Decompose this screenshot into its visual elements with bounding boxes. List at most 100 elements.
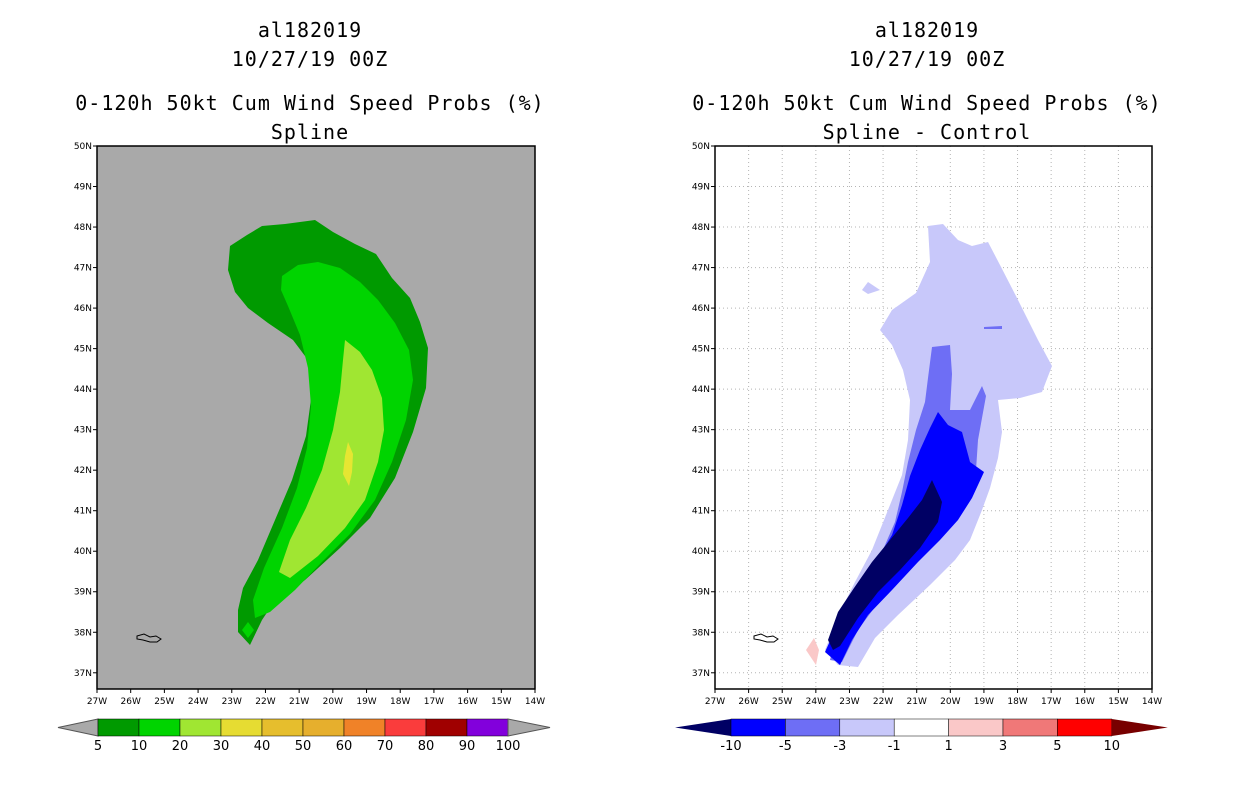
colorbar-swatch	[179, 718, 222, 737]
colorbar-label: 3	[999, 739, 1007, 754]
y-tick-label: 46N	[692, 304, 710, 314]
colorbar-swatch	[1057, 718, 1113, 737]
colorbar-label: 50	[295, 739, 312, 754]
y-tick-label: 37N	[74, 669, 92, 679]
colorbar-swatch	[466, 718, 509, 737]
colorbar-label: -3	[833, 739, 846, 754]
y-tick-label: 43N	[692, 426, 710, 436]
y-tick-label: 50N	[692, 142, 710, 152]
colorbar-swatch	[384, 718, 427, 737]
colorbar-label: 5	[94, 739, 102, 754]
right-map: 37N 38N 39N 40N 41N 42N 43N 44N 45N 46N 47N 48N 49N 5…	[675, 142, 1168, 754]
y-tick-label: 47N	[692, 264, 710, 274]
left-contour-30-40	[343, 442, 353, 486]
y-tick-label: 41N	[692, 507, 710, 517]
colorbar-swatch	[220, 718, 263, 737]
left-island-outline	[136, 633, 162, 643]
x-tick-label: 24W	[188, 697, 208, 707]
colorbar-right-arrow	[507, 718, 551, 737]
x-tick-label: 18W	[1007, 697, 1027, 707]
colorbar-swatch	[1002, 718, 1058, 737]
right-contour-pos1-pos3	[806, 638, 819, 665]
left-map-frame	[96, 145, 536, 690]
colorbar-label: -1	[888, 739, 901, 754]
left-map: 37N 38N 39N 40N 41N 42N 43N 44N 45N 46N 47N 48N 49N 5…	[57, 142, 551, 754]
colorbar-label: 1	[944, 739, 952, 754]
right-colorbar: -10 -5 -3 -1 1 3 5 10	[675, 718, 1168, 754]
colorbar-label: 90	[459, 739, 476, 754]
y-tick-label: 40N	[74, 547, 92, 557]
x-tick-label: 16W	[1075, 697, 1095, 707]
x-tick-label: 21W	[907, 697, 927, 707]
x-tick-label: 22W	[873, 697, 893, 707]
x-tick-label: 14W	[1142, 697, 1162, 707]
colorbar-swatch	[302, 718, 345, 737]
x-tick-label: 25W	[772, 697, 792, 707]
y-tick-label: 42N	[692, 466, 710, 476]
x-tick-label: 15W	[491, 697, 511, 707]
colorbar-label: 60	[336, 739, 353, 754]
x-tick-label: 25W	[154, 697, 174, 707]
y-tick-label: 45N	[74, 345, 92, 355]
colorbar-label: 70	[377, 739, 394, 754]
colorbar-swatch	[138, 718, 181, 737]
y-tick-label: 38N	[692, 628, 710, 638]
colorbar-label: -10	[720, 739, 741, 754]
x-tick-label: 27W	[705, 697, 725, 707]
x-tick-label: 24W	[806, 697, 826, 707]
x-tick-label: 26W	[738, 697, 758, 707]
x-tick-label: 14W	[525, 697, 545, 707]
y-tick-label: 42N	[74, 466, 92, 476]
y-tick-label: 44N	[74, 385, 92, 395]
colorbar-label: 40	[254, 739, 271, 754]
colorbar-label: 20	[172, 739, 189, 754]
x-tick-label: 19W	[356, 697, 376, 707]
colorbar-label: 10	[131, 739, 148, 754]
x-tick-label: 17W	[424, 697, 444, 707]
y-tick-label: 41N	[74, 507, 92, 517]
colorbar-label: -5	[779, 739, 792, 754]
right-storm-id: al182019	[874, 18, 980, 42]
x-tick-label: 18W	[390, 697, 410, 707]
x-tick-label: 27W	[87, 697, 107, 707]
colorbar-label: 100	[496, 739, 521, 754]
x-tick-label: 22W	[255, 697, 275, 707]
y-tick-label: 39N	[692, 588, 710, 598]
y-tick-label: 50N	[74, 142, 92, 152]
right-contour-line-blob	[984, 326, 1002, 329]
y-tick-label: 45N	[692, 345, 710, 355]
y-tick-label: 46N	[74, 304, 92, 314]
x-tick-label: 23W	[839, 697, 859, 707]
left-colorbar: 5 10 20 30 40 50 60 70 80 90 100	[57, 718, 551, 754]
y-tick-label: 48N	[692, 223, 710, 233]
colorbar-left-arrow	[675, 719, 731, 736]
colorbar-right-arrow	[1111, 719, 1168, 736]
left-datetime: 10/27/19 00Z	[231, 47, 389, 71]
right-chart-subtitle: Spline - Control	[822, 120, 1032, 144]
colorbar-left-arrow	[57, 718, 99, 737]
colorbar-swatch	[261, 718, 304, 737]
x-tick-label: 23W	[222, 697, 242, 707]
left-x-axis-ticks: 27W 26W 25W 24W 23W 22W 21W 20W 19W 18W 17W 16W 15W 1…	[87, 689, 545, 707]
left-y-axis-ticks: 37N 38N 39N 40N 41N 42N 43N 44N 45N 46N 47N 48N 49N 5…	[74, 142, 97, 679]
y-tick-label: 48N	[74, 223, 92, 233]
right-map-frame	[714, 145, 1153, 690]
y-tick-label: 47N	[74, 264, 92, 274]
colorbar-label: 80	[418, 739, 435, 754]
x-tick-label: 17W	[1041, 697, 1061, 707]
right-contour-below-neg10	[828, 480, 942, 650]
y-tick-label: 39N	[74, 588, 92, 598]
left-chart-title: 0-120h 50kt Cum Wind Speed Probs (%)	[75, 91, 545, 115]
colorbar-label: 5	[1053, 739, 1061, 754]
colorbar-swatch	[839, 718, 895, 737]
left-contour-20-30	[279, 340, 384, 578]
right-datetime: 10/27/19 00Z	[848, 47, 1006, 71]
x-tick-label: 26W	[121, 697, 141, 707]
y-tick-label: 37N	[692, 669, 710, 679]
colorbar-swatch	[948, 718, 1004, 737]
left-storm-id: al182019	[257, 18, 363, 42]
colorbar-swatch	[97, 718, 140, 737]
colorbar-label: 30	[213, 739, 230, 754]
right-island-outline	[753, 633, 779, 643]
right-contour-small-blob	[862, 282, 880, 294]
